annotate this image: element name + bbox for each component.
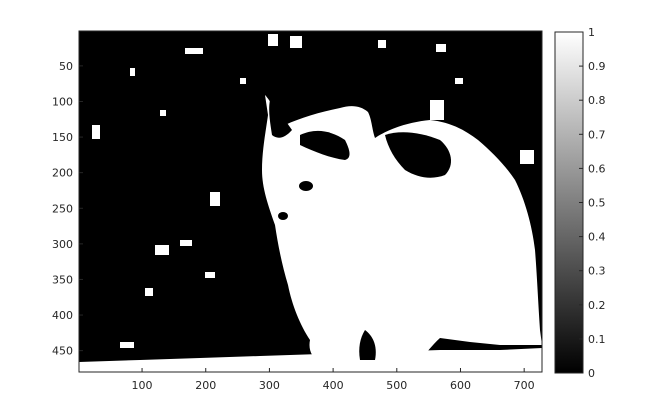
colorbar-tick-label: 0.4 <box>588 231 606 244</box>
cat-eye <box>299 181 313 191</box>
y-tick-label: 150 <box>52 131 73 144</box>
y-axis: 50 100 150 200 250 300 350 400 450 <box>52 60 83 358</box>
cat-nose <box>278 212 288 220</box>
y-tick-label: 300 <box>52 238 73 251</box>
x-tick-label: 400 <box>323 379 344 392</box>
speckle <box>520 150 534 164</box>
foliage-speckles <box>92 34 534 348</box>
leg-gap <box>359 330 376 360</box>
colorbar-tick-label: 0.7 <box>588 128 606 141</box>
axes-box <box>78 30 543 373</box>
x-tick-label: 500 <box>386 379 407 392</box>
ground-strip <box>79 348 542 372</box>
speckle <box>378 40 386 48</box>
speckle <box>130 68 135 76</box>
colorbar-tick-label: 0.1 <box>588 333 606 346</box>
y-tick-label: 50 <box>59 60 73 73</box>
y-tick-label: 350 <box>52 273 73 286</box>
image-axes <box>78 30 543 373</box>
x-axis: 100 200 300 400 500 600 700 <box>132 368 535 392</box>
speckle <box>210 192 220 206</box>
x-tick-label: 700 <box>514 379 535 392</box>
speckle <box>290 36 302 48</box>
colorbar: 0 0.1 0.2 0.3 0.4 0.5 0.6 0.7 0.8 0.9 1 <box>554 26 606 380</box>
y-tick-label: 250 <box>52 202 73 215</box>
speckle <box>436 44 446 52</box>
colorbar-tick-label: 0.8 <box>588 94 606 107</box>
dark-cat-markings <box>269 100 452 360</box>
speckle <box>430 100 444 120</box>
y-tick-label: 100 <box>52 95 73 108</box>
speckle <box>120 342 134 348</box>
colorbar-tick-label: 0.2 <box>588 299 606 312</box>
y-tick-label: 450 <box>52 345 73 358</box>
y-tick-label: 200 <box>52 167 73 180</box>
colorbar-gradient <box>554 31 584 374</box>
colorbar-ticks: 0 0.1 0.2 0.3 0.4 0.5 0.6 0.7 0.8 0.9 1 <box>579 26 606 380</box>
x-tick-label: 600 <box>450 379 471 392</box>
speckle <box>268 34 278 46</box>
speckle <box>160 110 166 116</box>
back-dark-patch <box>385 132 452 178</box>
binary-image <box>79 95 542 372</box>
speckle <box>155 245 169 255</box>
x-tick-label: 200 <box>195 379 216 392</box>
head-dark-patch <box>300 130 350 160</box>
y-tick-label: 400 <box>52 309 73 322</box>
speckle <box>240 78 246 84</box>
colorbar-tick-label: 0.6 <box>588 162 606 175</box>
speckle <box>205 272 215 278</box>
colorbar-tick-label: 0.5 <box>588 197 606 210</box>
speckle <box>92 125 100 139</box>
speckle <box>185 48 203 54</box>
colorbar-tick-label: 0 <box>588 367 595 380</box>
colorbar-tick-label: 0.9 <box>588 60 606 73</box>
colorbar-tick-label: 0.3 <box>588 265 606 278</box>
speckle <box>145 288 153 296</box>
x-tick-label: 100 <box>132 379 153 392</box>
cat-body-region <box>262 95 542 364</box>
ear-left-dark <box>269 100 292 138</box>
x-tick-label: 300 <box>259 379 280 392</box>
colorbar-tick-label: 1 <box>588 26 595 39</box>
speckle <box>455 78 463 84</box>
speckle <box>180 240 192 246</box>
